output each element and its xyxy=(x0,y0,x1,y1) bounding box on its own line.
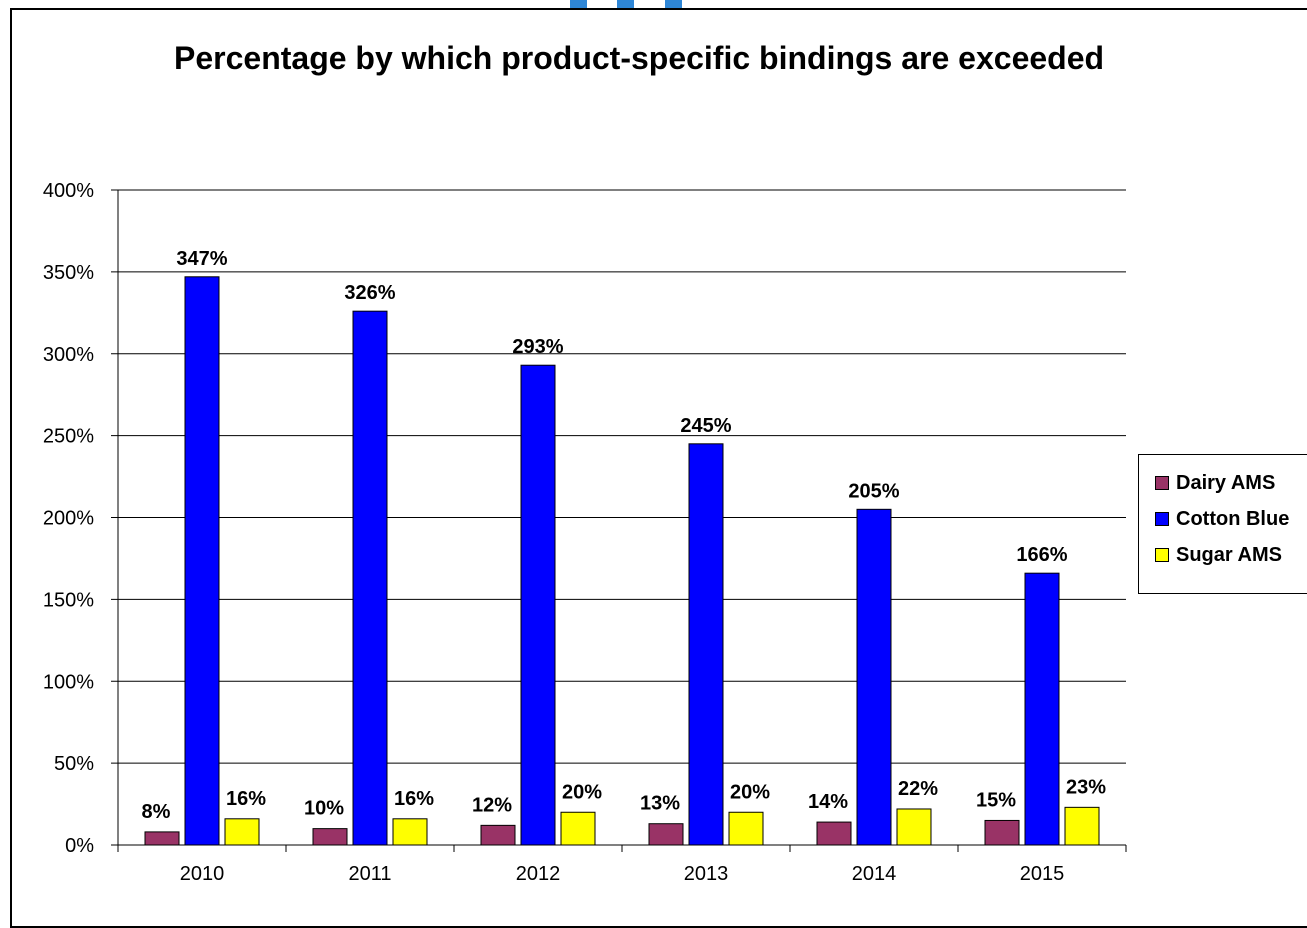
data-label: 347% xyxy=(176,248,227,270)
bar xyxy=(312,828,348,846)
bar xyxy=(816,821,852,846)
x-tick-label: 2011 xyxy=(348,863,391,885)
legend-swatch-dairy xyxy=(1155,476,1169,490)
legend-label: Cotton Blue xyxy=(1176,507,1290,530)
bar xyxy=(984,819,1020,846)
y-tick-label: 0% xyxy=(65,835,94,857)
tick-labels: 0% 50% 100% 150% 200% 250% 300% 350% 400% 2010 201… xyxy=(43,180,1064,885)
axes xyxy=(111,189,1127,852)
y-tick-label: 100% xyxy=(43,671,94,693)
data-label: 293% xyxy=(512,336,563,358)
data-label: 12% xyxy=(472,794,512,816)
x-tick-label: 2015 xyxy=(1020,863,1065,885)
gridlines xyxy=(118,189,1126,764)
bar xyxy=(728,811,764,846)
data-label: 10% xyxy=(304,798,344,820)
bar xyxy=(224,818,260,846)
bar xyxy=(688,443,724,846)
y-tick-label: 150% xyxy=(43,589,94,611)
data-label: 14% xyxy=(808,791,848,813)
data-label: 166% xyxy=(1016,544,1067,566)
data-label: 245% xyxy=(680,415,731,437)
legend-swatch-sugar xyxy=(1155,548,1169,562)
legend-swatch-cotton xyxy=(1155,512,1169,526)
x-tick-label: 2012 xyxy=(516,863,561,885)
data-label: 20% xyxy=(730,781,770,803)
legend-label: Sugar AMS xyxy=(1176,543,1282,566)
bar xyxy=(480,824,516,846)
bar xyxy=(1064,806,1100,846)
bar xyxy=(184,276,220,846)
data-label: 8% xyxy=(142,801,171,823)
y-tick-label: 400% xyxy=(43,180,94,202)
data-label: 20% xyxy=(562,781,602,803)
data-labels: 8% 347% 16% 10% 326% 16% 12% 293% 20% 13% 245% 20% 1… xyxy=(142,248,1107,823)
bar xyxy=(352,310,388,846)
bar xyxy=(560,811,596,846)
x-tick-label: 2013 xyxy=(684,863,729,885)
x-tick-label: 2010 xyxy=(180,863,225,885)
y-tick-label: 250% xyxy=(43,426,94,448)
data-label: 23% xyxy=(1066,776,1106,798)
legend-label: Dairy AMS xyxy=(1176,471,1276,494)
legend-item: Dairy AMS xyxy=(1155,470,1275,496)
bar xyxy=(856,508,892,846)
data-label: 205% xyxy=(848,480,899,502)
y-tick-label: 200% xyxy=(43,508,94,530)
data-label: 15% xyxy=(976,789,1016,811)
legend-item: Sugar AMS xyxy=(1155,542,1282,568)
bar xyxy=(144,831,180,846)
bar xyxy=(392,818,428,846)
legend-item: Cotton Blue xyxy=(1155,506,1289,532)
data-label: 326% xyxy=(344,282,395,304)
chart-frame xyxy=(10,8,1307,928)
data-label: 16% xyxy=(226,788,266,810)
y-tick-label: 300% xyxy=(43,344,94,366)
y-tick-label: 50% xyxy=(54,753,94,775)
bar xyxy=(1024,572,1060,846)
x-tick-label: 2014 xyxy=(852,863,897,885)
y-tick-label: 350% xyxy=(43,262,94,284)
bar xyxy=(648,823,684,846)
bars xyxy=(144,276,1100,846)
data-label: 13% xyxy=(640,793,680,815)
bar xyxy=(896,808,932,846)
bar xyxy=(520,364,556,846)
data-label: 16% xyxy=(394,788,434,810)
chart-title: Percentage by which product-specific bin… xyxy=(174,40,1105,76)
top-decoration xyxy=(570,0,682,8)
legend: Dairy AMS Cotton Blue Sugar AMS xyxy=(1138,454,1307,594)
data-label: 22% xyxy=(898,778,938,800)
